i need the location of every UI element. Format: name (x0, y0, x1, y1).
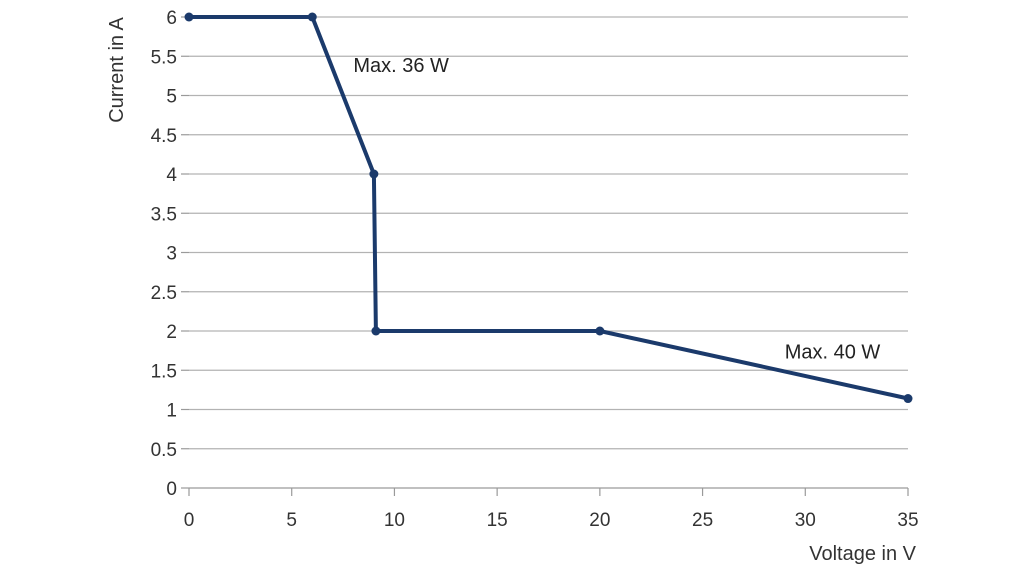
y-tick-label-6: 3 (166, 244, 177, 265)
y-tick-label-0: 0 (166, 479, 177, 500)
y-tick-label-3: 1.5 (151, 361, 177, 382)
data-point-0-2 (369, 169, 379, 179)
series-layer (184, 12, 913, 404)
y-tick-label-12: 6 (166, 8, 177, 29)
x-tick-label-0: 0 (184, 510, 195, 531)
data-point-0-5 (903, 394, 913, 404)
y-tick-label-8: 4 (166, 165, 177, 186)
data-point-0-4 (595, 326, 605, 336)
y-tick-label-9: 4.5 (151, 126, 177, 147)
annotations: Max. 36 W Max. 40 W (353, 55, 880, 364)
x-tick-label-5: 25 (692, 510, 713, 531)
y-axis-label: Current in A (106, 17, 128, 123)
y-tick-label-2: 1 (166, 401, 177, 422)
y-tick-label-1: 0.5 (151, 440, 177, 461)
y-tick-label-4: 2 (166, 322, 177, 343)
x-tick-label-4: 20 (589, 510, 610, 531)
x-tick-label-3: 15 (487, 510, 508, 531)
y-tick-label-5: 2.5 (151, 283, 177, 304)
x-tick-label-7: 35 (897, 510, 918, 531)
annotation-0: Max. 36 W (353, 55, 449, 77)
data-point-0-3 (371, 326, 381, 336)
data-point-0-1 (307, 12, 317, 22)
data-point-0-0 (184, 12, 194, 22)
y-tick-label-7: 3.5 (151, 204, 177, 225)
y-tick-label-10: 5 (166, 87, 177, 108)
x-tick-label-2: 10 (384, 510, 405, 531)
annotation-1: Max. 40 W (785, 341, 881, 363)
x-tick-label-1: 5 (286, 510, 297, 531)
series-line-0 (187, 15, 910, 401)
axes: 0 0.5 1 1.5 2 2.5 3 3.5 4 4.5 5 5.5 6 0 5 10 15 20 25 30 35 (151, 8, 919, 531)
x-tick-label-6: 30 (795, 510, 816, 531)
x-axis-label: Voltage in V (809, 543, 916, 565)
grid-lines (189, 16, 908, 450)
y-tick-label-11: 5.5 (151, 47, 177, 68)
